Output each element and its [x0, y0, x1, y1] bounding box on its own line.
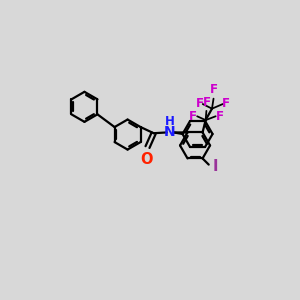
- Text: I: I: [213, 159, 218, 174]
- Text: F: F: [222, 97, 230, 110]
- Text: O: O: [140, 152, 153, 167]
- Text: F: F: [189, 110, 197, 123]
- Text: N: N: [164, 125, 176, 140]
- Text: F: F: [210, 82, 218, 96]
- Text: H: H: [165, 115, 175, 128]
- Text: F: F: [202, 96, 210, 109]
- Text: F: F: [196, 97, 204, 110]
- Text: F: F: [215, 110, 223, 123]
